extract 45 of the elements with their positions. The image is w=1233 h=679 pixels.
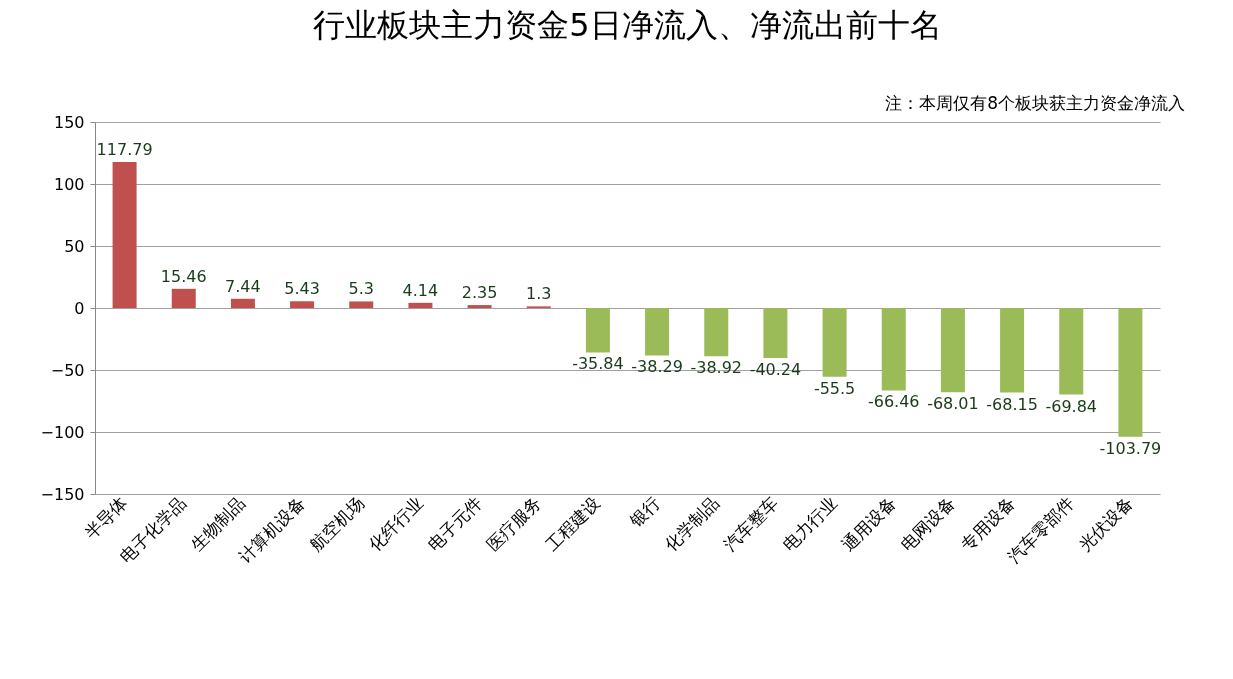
bar (1000, 308, 1025, 393)
data-label: 7.44 (225, 276, 261, 296)
bar (171, 288, 196, 308)
chart-title: 行业板块主力资金5日净流入、净流出前十名 (313, 6, 942, 44)
data-label: 5.3 (348, 279, 374, 299)
bar (230, 298, 255, 308)
bar (704, 308, 729, 357)
data-label: -68.15 (986, 394, 1038, 414)
bar (349, 301, 374, 308)
bar (408, 302, 433, 308)
data-label: 5.43 (284, 279, 320, 299)
y-tick-label: −150 (40, 484, 85, 504)
y-tick-label: 50 (64, 236, 85, 256)
data-label: -68.01 (927, 394, 979, 414)
bar (290, 301, 315, 308)
bar (940, 308, 965, 393)
y-tick-label: 150 (53, 112, 85, 132)
bar (645, 308, 670, 356)
bar (1059, 308, 1084, 395)
bar (467, 305, 492, 308)
bar (881, 308, 906, 391)
data-label: 2.35 (461, 283, 498, 303)
data-label: -38.29 (631, 357, 683, 377)
bar (822, 308, 847, 377)
bar (112, 161, 137, 308)
data-label: -103.79 (1099, 438, 1162, 458)
y-tick-label: −50 (50, 360, 85, 380)
y-tick-label: −100 (40, 422, 85, 442)
x-tick-label: 光伏设备 (1074, 492, 1137, 555)
y-tick-label: 100 (53, 174, 85, 194)
bar (1118, 308, 1143, 437)
y-tick-label: 0 (74, 298, 85, 318)
data-label: -69.84 (1045, 396, 1098, 416)
data-label: -35.84 (572, 354, 624, 374)
data-label: 1.3 (526, 284, 552, 304)
text: 注：本周仅有8个板块获主力资金净流入 (885, 93, 1185, 113)
data-label: -55.5 (813, 378, 856, 398)
data-label: -40.24 (749, 359, 802, 379)
bar (585, 308, 610, 353)
data-label: -38.92 (690, 358, 743, 378)
data-label: -66.46 (867, 392, 920, 412)
data-label: 117.79 (96, 139, 153, 159)
data-label: 4.14 (402, 280, 439, 300)
data-label: 15.46 (160, 266, 207, 286)
bar (763, 308, 788, 358)
